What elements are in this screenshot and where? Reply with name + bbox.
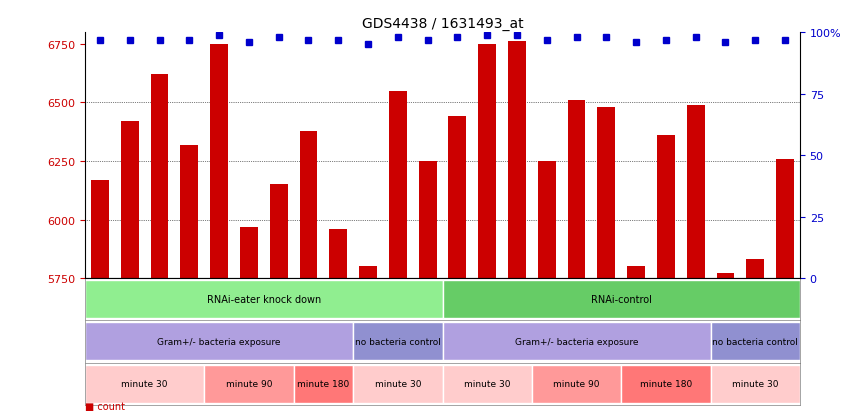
Bar xyxy=(627,267,645,278)
Bar xyxy=(711,365,800,403)
Bar xyxy=(448,117,466,278)
Bar xyxy=(746,260,764,278)
Bar xyxy=(621,365,711,403)
Bar xyxy=(538,161,556,278)
Bar xyxy=(180,145,198,278)
Text: minute 90: minute 90 xyxy=(553,379,600,388)
Bar xyxy=(687,105,705,278)
Bar xyxy=(359,267,377,278)
Bar xyxy=(657,136,675,278)
Bar xyxy=(508,43,526,278)
Bar xyxy=(597,108,615,278)
Text: Gram+/- bacteria exposure: Gram+/- bacteria exposure xyxy=(157,337,281,346)
Text: no bacteria control: no bacteria control xyxy=(355,337,441,346)
Text: minute 30: minute 30 xyxy=(374,379,421,388)
Bar xyxy=(121,122,139,278)
Bar xyxy=(300,131,317,278)
Bar xyxy=(151,75,168,278)
Title: GDS4438 / 1631493_at: GDS4438 / 1631493_at xyxy=(362,17,523,31)
Bar xyxy=(478,45,496,278)
Bar xyxy=(711,323,800,361)
Bar xyxy=(389,92,407,278)
Bar xyxy=(270,185,288,278)
Bar xyxy=(443,323,711,361)
Text: minute 30: minute 30 xyxy=(732,379,779,388)
Bar xyxy=(91,180,109,278)
Text: ■ count: ■ count xyxy=(85,401,125,411)
Bar xyxy=(85,323,353,361)
Bar xyxy=(329,229,347,278)
Text: no bacteria control: no bacteria control xyxy=(712,337,798,346)
Bar xyxy=(443,365,532,403)
Text: minute 180: minute 180 xyxy=(297,379,350,388)
Text: minute 90: minute 90 xyxy=(226,379,272,388)
Bar xyxy=(204,365,294,403)
Bar xyxy=(210,45,228,278)
Bar xyxy=(85,280,443,318)
Text: RNAi-control: RNAi-control xyxy=(591,294,652,304)
Bar xyxy=(294,365,353,403)
Bar xyxy=(419,161,437,278)
Bar xyxy=(568,101,585,278)
Text: Gram+/- bacteria exposure: Gram+/- bacteria exposure xyxy=(515,337,638,346)
Bar xyxy=(717,274,734,278)
Bar xyxy=(443,280,800,318)
Bar xyxy=(532,365,621,403)
Bar xyxy=(776,159,794,278)
Text: RNAi-eater knock down: RNAi-eater knock down xyxy=(207,294,321,304)
Bar xyxy=(240,227,258,278)
Text: minute 30: minute 30 xyxy=(122,379,168,388)
Text: minute 180: minute 180 xyxy=(640,379,692,388)
Bar xyxy=(353,323,443,361)
Text: minute 30: minute 30 xyxy=(464,379,511,388)
Bar xyxy=(353,365,443,403)
Bar xyxy=(85,365,204,403)
